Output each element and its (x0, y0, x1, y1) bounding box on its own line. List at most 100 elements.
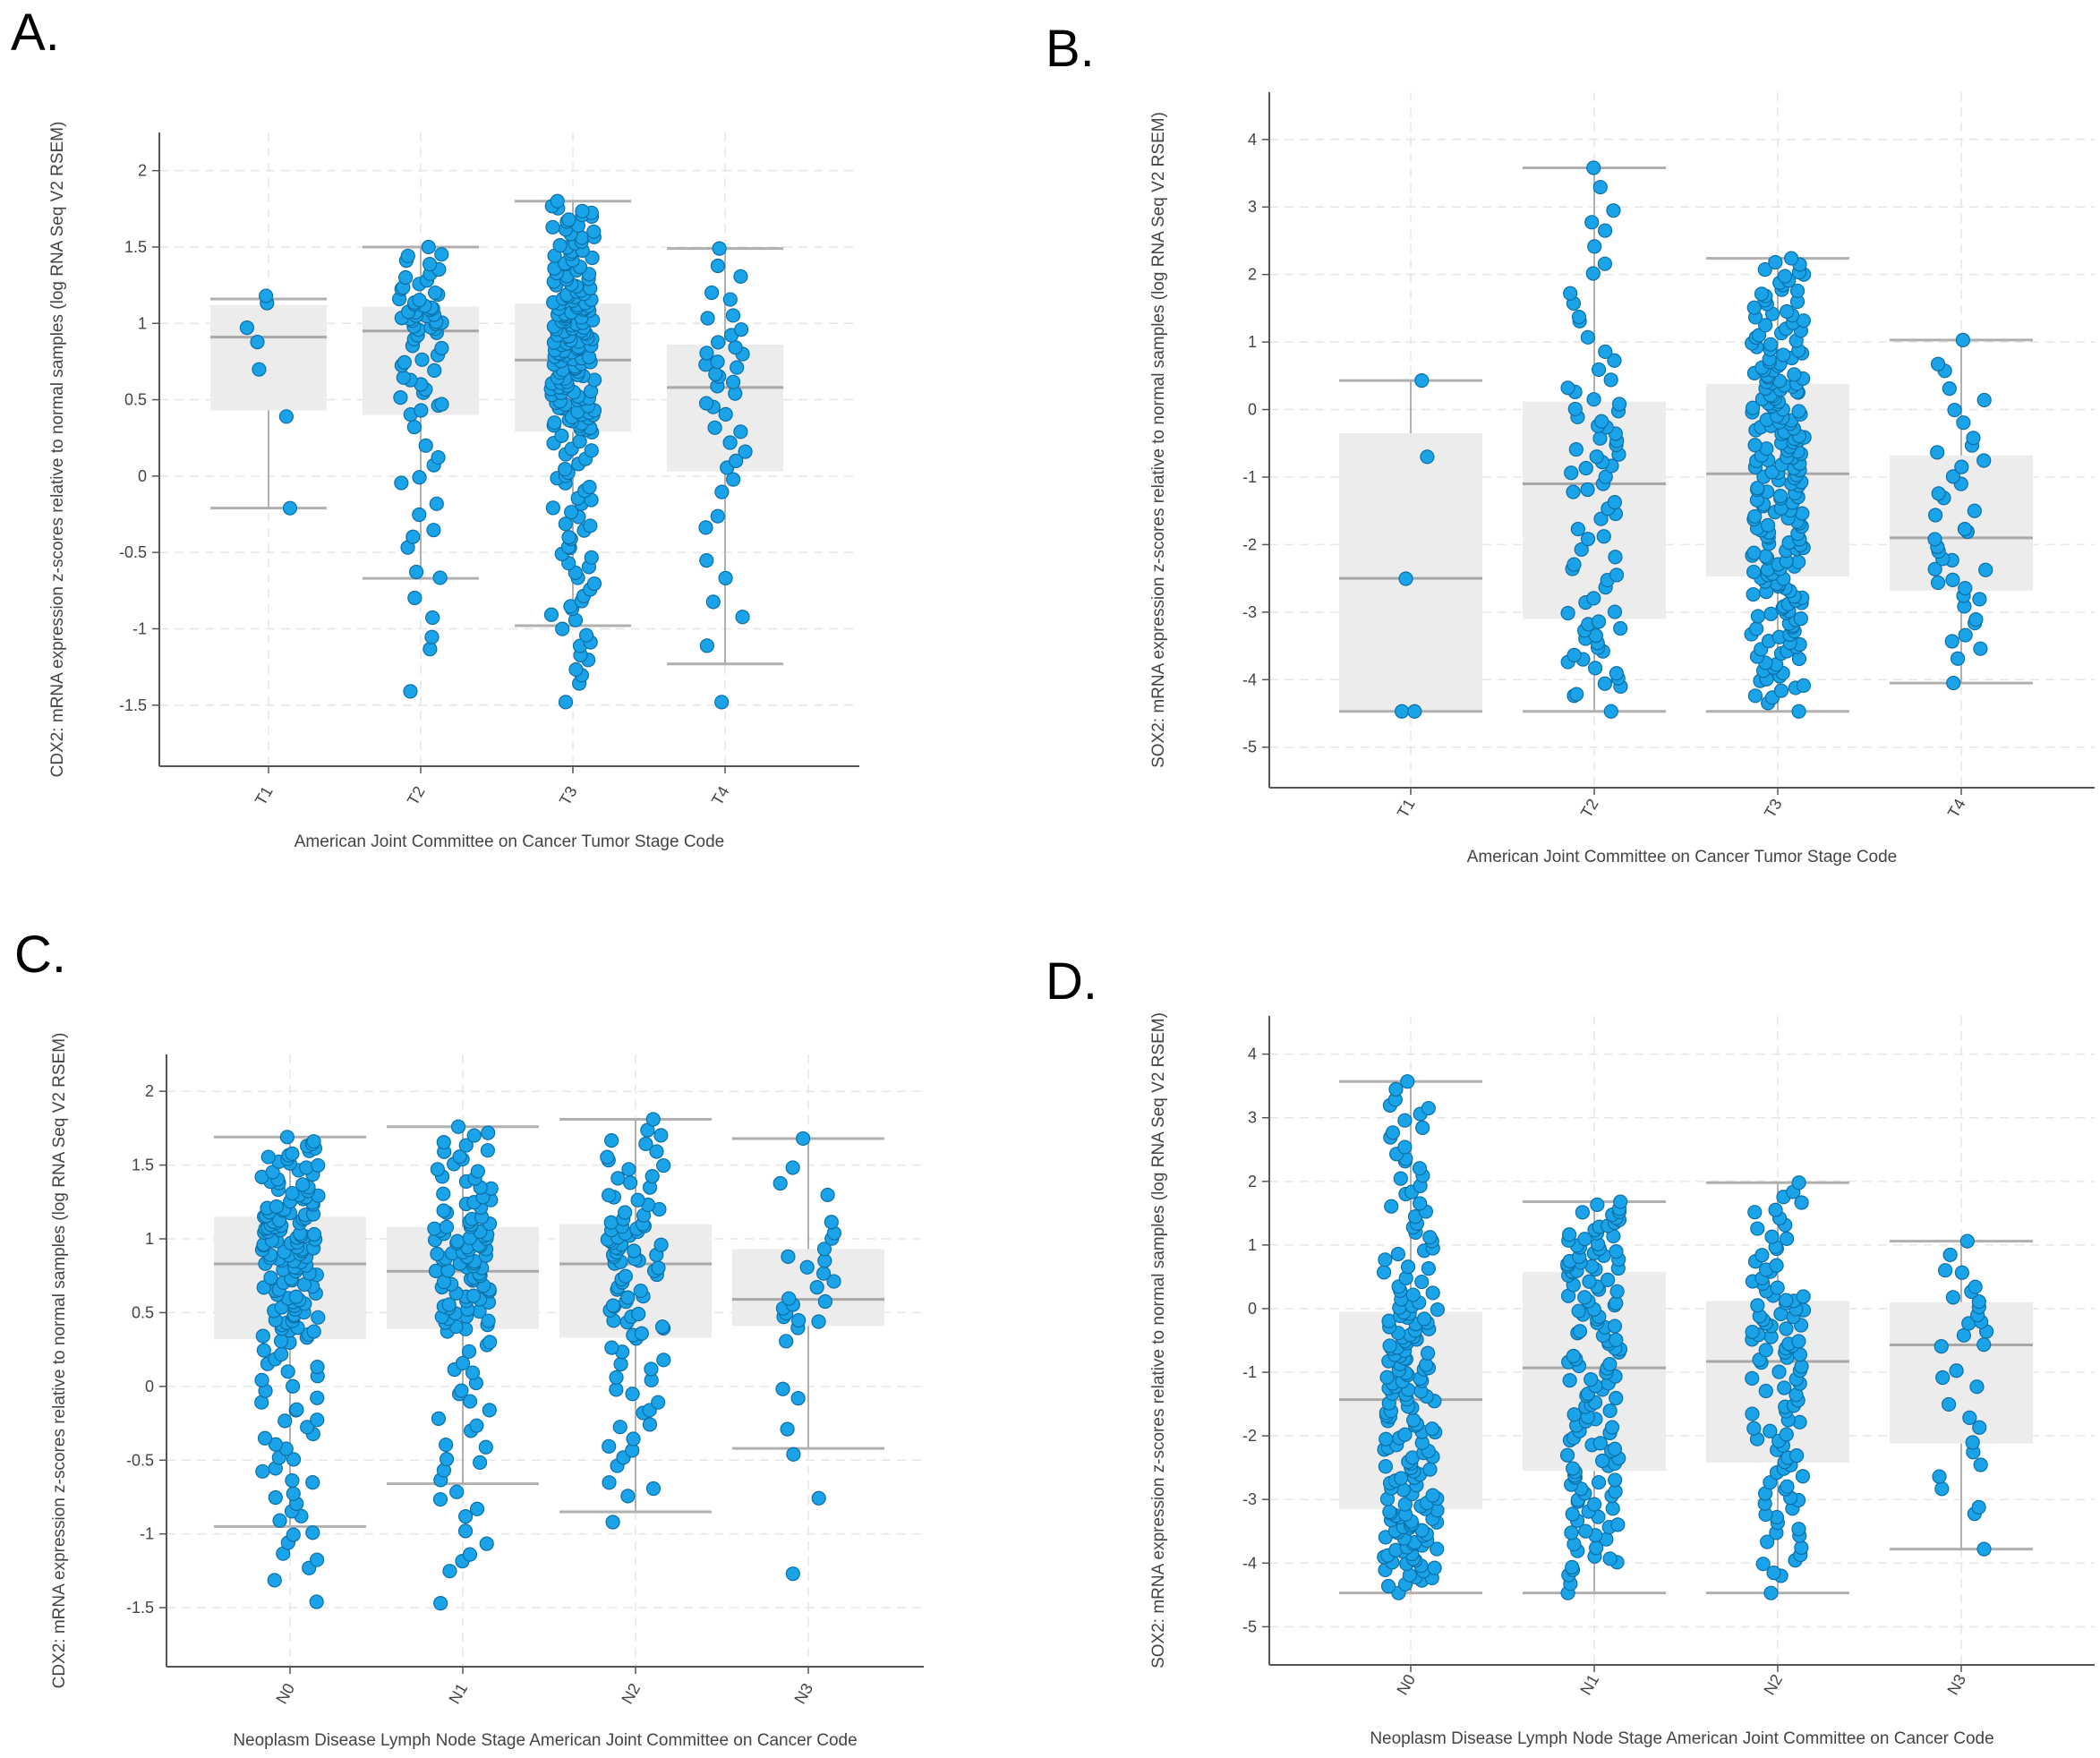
x-tick-label-n0: N0 (272, 1680, 298, 1707)
data-point (421, 239, 436, 255)
data-point (699, 553, 714, 568)
y-tick-label: 4 (1248, 1045, 1257, 1063)
data-point (465, 1365, 481, 1380)
chart-panel-a: -1.5 -1 -0.5 0 0.5 1 1.5 2 T1 T2 T3 T4 American Join… (48, 122, 859, 851)
data-point (1760, 517, 1776, 533)
data-point (1609, 1390, 1624, 1406)
data-point (1397, 1497, 1413, 1512)
panel-label-c: C. (14, 926, 66, 984)
data-point (1769, 1258, 1784, 1273)
data-point (1425, 1285, 1440, 1301)
data-point (1406, 1412, 1421, 1428)
data-point (811, 1314, 826, 1329)
data-point (441, 1297, 457, 1312)
data-point (584, 443, 599, 458)
panel-label-b: B. (1046, 20, 1095, 78)
data-point (585, 250, 600, 266)
points-n1 (1559, 1194, 1628, 1600)
data-point (1608, 550, 1623, 565)
y-tick-label: 0 (145, 1378, 154, 1395)
data-point (1398, 571, 1413, 586)
data-point (780, 1421, 795, 1437)
chart-panel-d: -5 -4 -3 -2 -1 0 1 2 3 4 N0 N1 N2 N3 Neoplasm Disease … (1149, 1012, 2095, 1748)
data-point (604, 1340, 619, 1355)
data-point (406, 419, 422, 435)
data-point (1763, 606, 1779, 621)
data-point (1393, 1171, 1408, 1186)
data-point (633, 1283, 648, 1299)
data-point (423, 642, 438, 657)
data-point (470, 1164, 485, 1179)
data-point (280, 1364, 295, 1379)
data-point (816, 1266, 832, 1281)
y-tick-label: -2 (1242, 535, 1257, 553)
y-tick-label: 1 (145, 1230, 154, 1248)
data-point (649, 1144, 664, 1159)
data-point (256, 1280, 271, 1295)
data-point (480, 1143, 495, 1158)
data-point (1382, 1338, 1397, 1353)
data-point (1796, 678, 1812, 693)
data-point (620, 1489, 636, 1504)
data-point (300, 1420, 315, 1435)
data-point (645, 1168, 660, 1184)
y-tick-label: -4 (1242, 670, 1257, 688)
data-point (1397, 1113, 1413, 1128)
data-point (630, 1192, 645, 1208)
data-point (295, 1177, 311, 1192)
data-point (811, 1490, 826, 1506)
data-point (469, 1501, 485, 1516)
data-point (705, 594, 721, 610)
data-point (1976, 1541, 1992, 1557)
data-point (1760, 1534, 1775, 1549)
data-point (575, 203, 590, 218)
data-point (1972, 1420, 1987, 1435)
data-point (1969, 1379, 1985, 1395)
data-point (1571, 310, 1587, 325)
data-point (432, 1491, 448, 1507)
data-point (1584, 1372, 1599, 1387)
x-axis-title: American Joint Committee on Cancer Tumor… (295, 832, 725, 851)
data-point (1949, 1363, 1964, 1378)
data-point (1413, 1196, 1428, 1211)
data-point (773, 1175, 788, 1191)
data-point (1608, 1472, 1623, 1488)
data-point (1938, 1263, 1953, 1278)
data-point (1927, 561, 1942, 576)
data-point (305, 1475, 320, 1490)
panel-label-a: A. (11, 4, 60, 62)
data-point (558, 462, 573, 477)
data-point (785, 1160, 800, 1175)
data-point (1585, 266, 1601, 281)
data-point (452, 1149, 467, 1165)
data-point (653, 1128, 669, 1143)
data-point (1586, 160, 1601, 175)
data-point (1942, 1247, 1958, 1263)
y-tick-label: 1 (1248, 1236, 1257, 1254)
data-point (269, 1199, 285, 1215)
data-point (1397, 1139, 1413, 1155)
data-point (1397, 1427, 1413, 1442)
data-point (613, 1356, 628, 1372)
points-t4 (698, 241, 753, 710)
data-point (306, 1134, 321, 1149)
data-point (1563, 286, 1578, 301)
data-point (1954, 459, 1969, 474)
data-point (282, 500, 298, 516)
data-point (1420, 449, 1435, 465)
data-point (1596, 529, 1611, 544)
points-t1 (1395, 373, 1435, 719)
data-point (1968, 1279, 1983, 1294)
y-tick-label: -4 (1242, 1554, 1257, 1572)
y-tick-label: 2 (145, 1082, 154, 1100)
data-point (1972, 592, 1987, 607)
data-point (1746, 545, 1762, 560)
data-point (712, 241, 727, 256)
data-point (286, 1527, 301, 1542)
y-tick-label: -5 (1242, 738, 1257, 756)
data-point (1779, 1321, 1794, 1336)
data-point (457, 1523, 474, 1539)
data-point (1791, 1334, 1806, 1349)
data-point (1750, 1298, 1765, 1313)
